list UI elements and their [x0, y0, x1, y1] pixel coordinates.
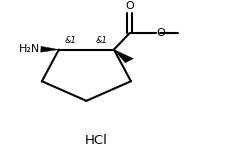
Polygon shape [114, 50, 133, 63]
Text: H₂N: H₂N [18, 44, 40, 54]
Text: O: O [125, 1, 134, 11]
Text: O: O [157, 28, 165, 38]
Text: &1: &1 [96, 36, 108, 45]
Text: HCl: HCl [84, 134, 108, 147]
Text: &1: &1 [65, 36, 77, 45]
Polygon shape [41, 46, 59, 52]
